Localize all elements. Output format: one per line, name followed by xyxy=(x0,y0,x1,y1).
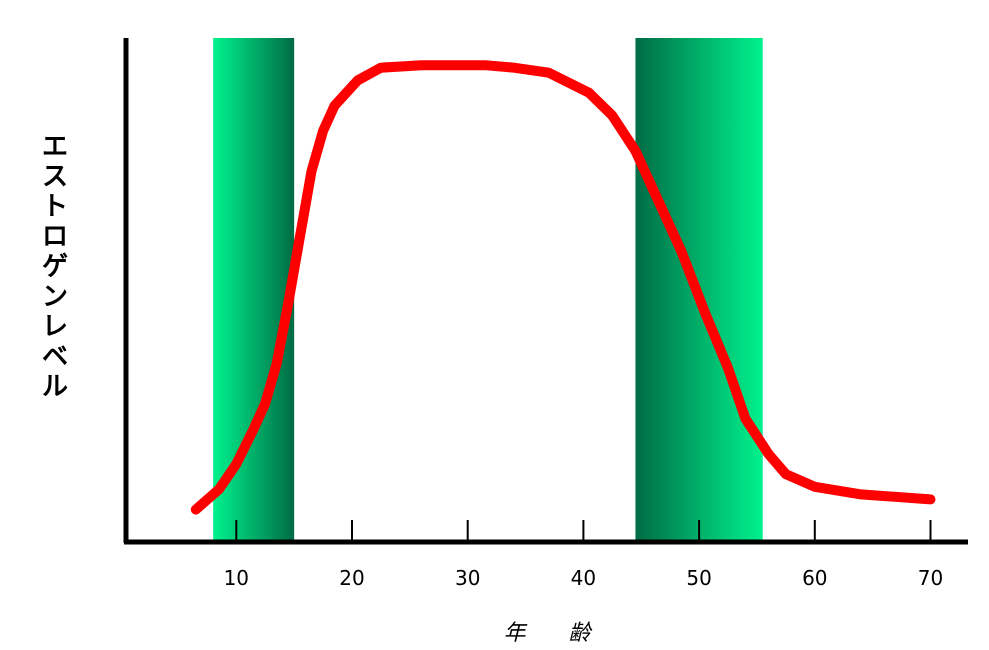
series-line-1 xyxy=(190,60,936,515)
x-tick-label: 60 xyxy=(802,566,827,590)
y-axis-label: エストロゲンレベル xyxy=(42,132,68,402)
x-tick-label: 30 xyxy=(455,566,480,590)
series-layer xyxy=(190,60,936,515)
x-tick-label: 50 xyxy=(686,566,711,590)
axes xyxy=(123,38,968,545)
x-axis-label: 年 齢 xyxy=(504,621,609,646)
x-tick-label: 40 xyxy=(571,566,596,590)
x-ticks: 10 20 30 40 50 60 70 xyxy=(224,520,943,590)
x-tick-label: 10 xyxy=(224,566,249,590)
x-tick-label: 70 xyxy=(918,566,943,590)
highlight-band-1 xyxy=(213,38,295,542)
x-tick-label: 20 xyxy=(339,566,364,590)
